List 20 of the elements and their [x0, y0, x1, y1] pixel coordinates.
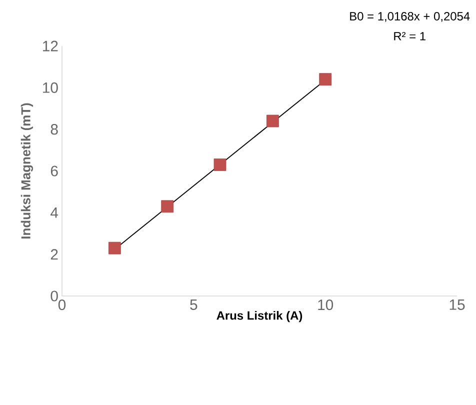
text: R² = 1: [394, 32, 426, 40]
text: B0 = 1,0168x + 0,2054: [350, 12, 470, 22]
x-tick-label: 5: [190, 300, 198, 310]
y-tick-label: 12: [43, 40, 58, 52]
point: [266, 114, 279, 128]
x-axis-title: Arus Listrik (A): [216, 310, 302, 322]
y-tick-label: 8: [50, 124, 58, 135]
y-tick-label: 2: [50, 249, 58, 260]
y-tick-label: 10: [43, 82, 58, 93]
point: [108, 242, 121, 254]
point: [319, 73, 332, 86]
point: [214, 158, 226, 171]
x-tick-label: 15: [450, 300, 465, 310]
y-tick-label: 6: [50, 166, 58, 176]
y-tick-label: 4: [50, 208, 58, 218]
y-axis-title: Induksi Magnetik (mT): [20, 103, 34, 238]
point: [161, 200, 174, 213]
x-tick-label: 10: [318, 300, 334, 310]
y-tick-label: 0: [50, 290, 58, 302]
x-tick-label: 0: [58, 300, 66, 310]
